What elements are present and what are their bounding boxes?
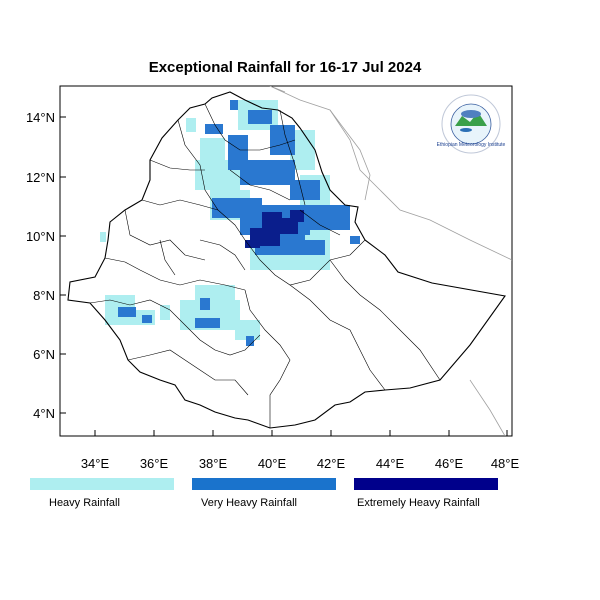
y-tick-label: 6°N <box>33 347 55 362</box>
legend-label-extreme: Extremely Heavy Rainfall <box>357 497 480 509</box>
y-tick-label: 12°N <box>26 170 55 185</box>
map-title: Exceptional Rainfall for 16-17 Jul 2024 <box>149 59 422 76</box>
neighbour-borders <box>269 86 512 436</box>
y-tick-label: 14°N <box>26 110 55 125</box>
y-axis <box>60 116 66 414</box>
x-tick-label: 42°E <box>317 456 346 471</box>
y-tick-label: 8°N <box>33 288 55 303</box>
internal-borders <box>89 103 441 428</box>
meteorology-institute-logo: Ethiopian Meteorology Institute <box>437 94 506 154</box>
x-tick-label: 44°E <box>376 456 405 471</box>
legend-swatch-heavy <box>30 478 174 490</box>
x-tick-label: 36°E <box>140 456 169 471</box>
y-tick-labels: 4°N 6°N 8°N 10°N 12°N 14°N <box>26 110 55 421</box>
logo-caption: Ethiopian Meteorology Institute <box>437 142 506 148</box>
x-tick-label: 46°E <box>435 456 464 471</box>
x-tick-labels: 34°E 36°E 38°E 40°E 42°E 44°E 46°E 48°E <box>81 456 520 471</box>
legend-label-heavy: Heavy Rainfall <box>49 497 120 509</box>
y-tick-label: 10°N <box>26 229 55 244</box>
x-axis <box>94 430 508 436</box>
x-tick-label: 34°E <box>81 456 110 471</box>
legend: Heavy Rainfall Very Heavy Rainfall Extre… <box>30 478 498 509</box>
legend-swatch-extreme <box>354 478 498 490</box>
x-tick-label: 38°E <box>199 456 228 471</box>
x-tick-label: 48°E <box>491 456 520 471</box>
extreme-rainfall-areas <box>245 210 304 248</box>
map-plot-area: Ethiopian Meteorology Institute <box>59 85 513 437</box>
legend-label-very-heavy: Very Heavy Rainfall <box>201 497 297 509</box>
legend-swatch-very-heavy <box>192 478 336 490</box>
x-tick-label: 40°E <box>258 456 287 471</box>
ethiopia-outline <box>67 91 506 429</box>
y-tick-label: 4°N <box>33 406 55 421</box>
